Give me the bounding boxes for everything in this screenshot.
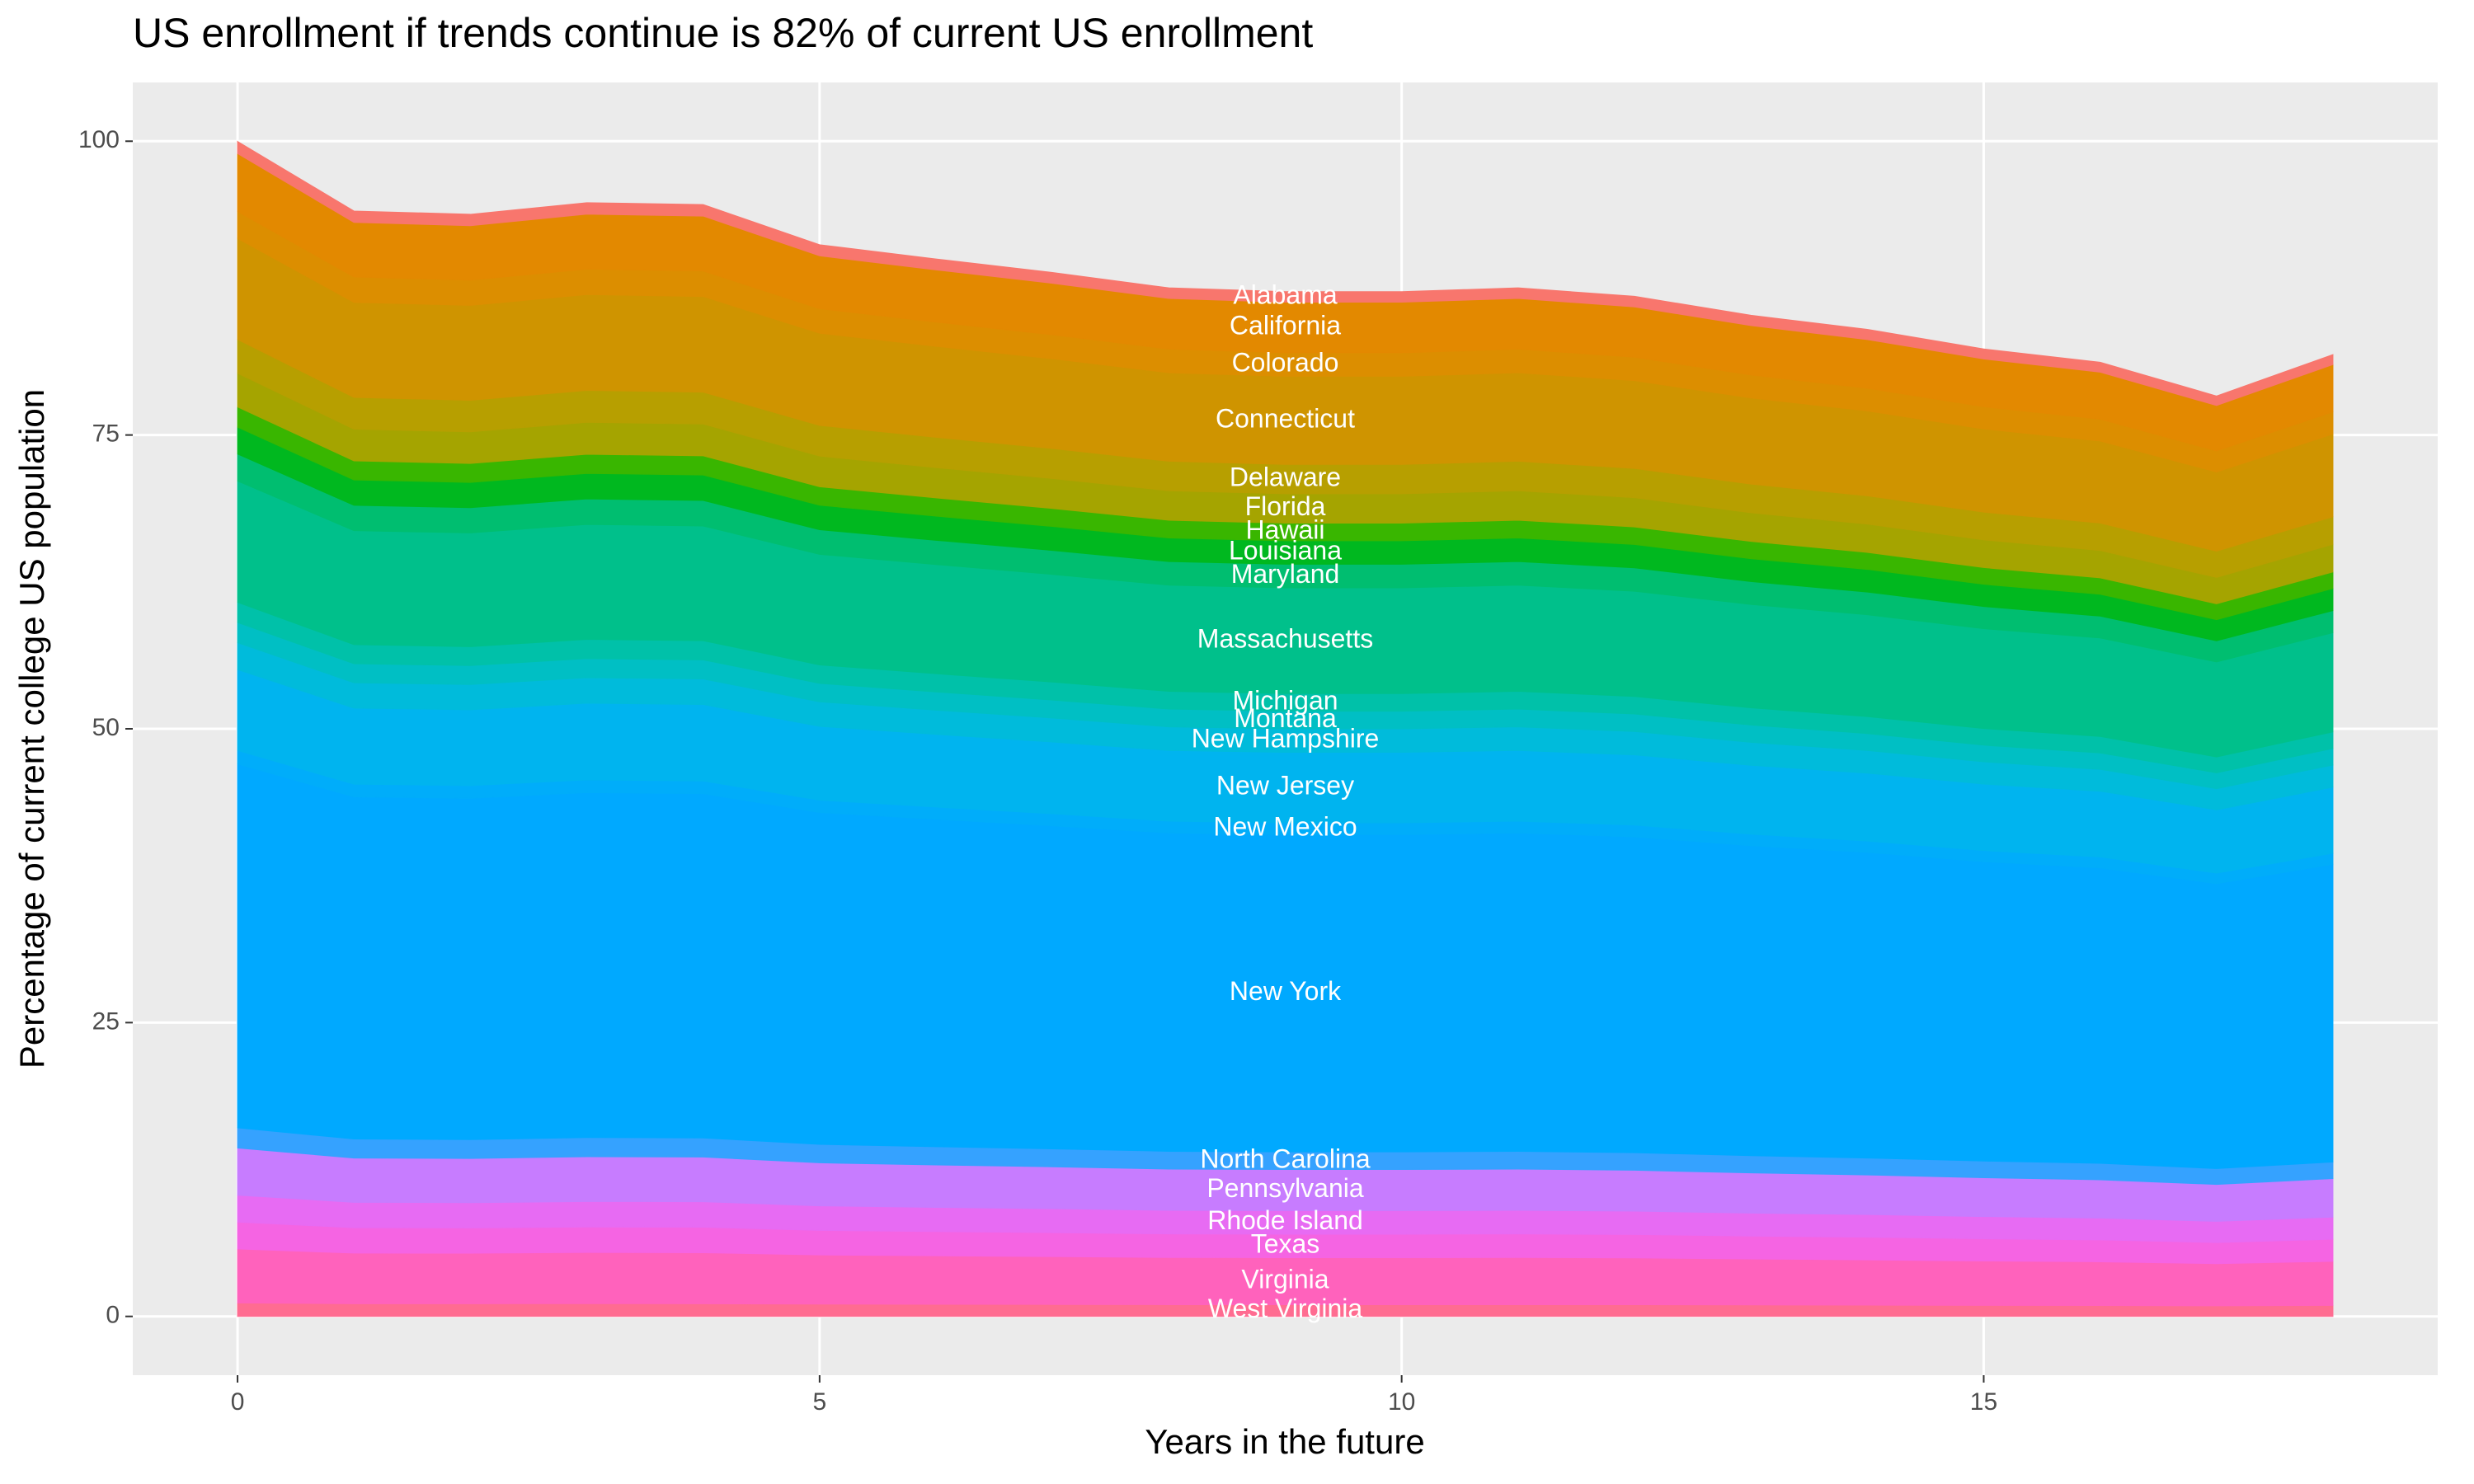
band-label: Virginia bbox=[1241, 1264, 1329, 1294]
y-tick-label: 0 bbox=[106, 1302, 120, 1329]
band-label: Alabama bbox=[1233, 280, 1338, 310]
band-label: Montana bbox=[1234, 703, 1337, 733]
areas bbox=[237, 140, 2334, 1317]
band-label: Pennsylvania bbox=[1206, 1173, 1364, 1203]
band-label: New Mexico bbox=[1213, 812, 1357, 842]
band-label: New Jersey bbox=[1216, 771, 1354, 801]
y-tick-label: 50 bbox=[92, 714, 120, 741]
band-label: Colorado bbox=[1232, 348, 1339, 378]
band-label: California bbox=[1230, 311, 1341, 340]
x-tick-label: 10 bbox=[1388, 1388, 1415, 1416]
y-tick-label: 100 bbox=[78, 126, 120, 153]
x-tick-label: 0 bbox=[231, 1388, 245, 1416]
band-label: West Virginia bbox=[1208, 1294, 1363, 1323]
y-tick-label: 25 bbox=[92, 1007, 120, 1035]
band-label: Texas bbox=[1251, 1229, 1320, 1259]
band-label: Florida bbox=[1245, 491, 1326, 521]
band-label: New Hampshire bbox=[1192, 724, 1380, 754]
x-tick-label: 5 bbox=[813, 1388, 827, 1416]
x-axis-title: Years in the future bbox=[1145, 1422, 1424, 1461]
band-label: North Carolina bbox=[1200, 1144, 1371, 1173]
band-label: Massachusetts bbox=[1197, 624, 1373, 654]
band-label: Hawaii bbox=[1245, 515, 1324, 545]
chart-title: US enrollment if trends continue is 82% … bbox=[133, 10, 1313, 56]
band-label: New York bbox=[1230, 976, 1342, 1006]
y-tick-label: 75 bbox=[92, 420, 120, 448]
area-band bbox=[237, 140, 2334, 406]
band-label: Rhode Island bbox=[1207, 1205, 1363, 1235]
y-axis-title: Percentage of current college US populat… bbox=[12, 389, 51, 1068]
band-label: Delaware bbox=[1230, 463, 1341, 492]
band-label: Louisiana bbox=[1229, 536, 1342, 566]
x-tick-label: 15 bbox=[1970, 1388, 1997, 1416]
band-label: Michigan bbox=[1232, 685, 1338, 715]
band-label: Connecticut bbox=[1216, 403, 1355, 433]
band-label: Maryland bbox=[1231, 559, 1340, 589]
axes: 0 25 50 75 100 0 5 10 15 bbox=[78, 126, 1997, 1416]
